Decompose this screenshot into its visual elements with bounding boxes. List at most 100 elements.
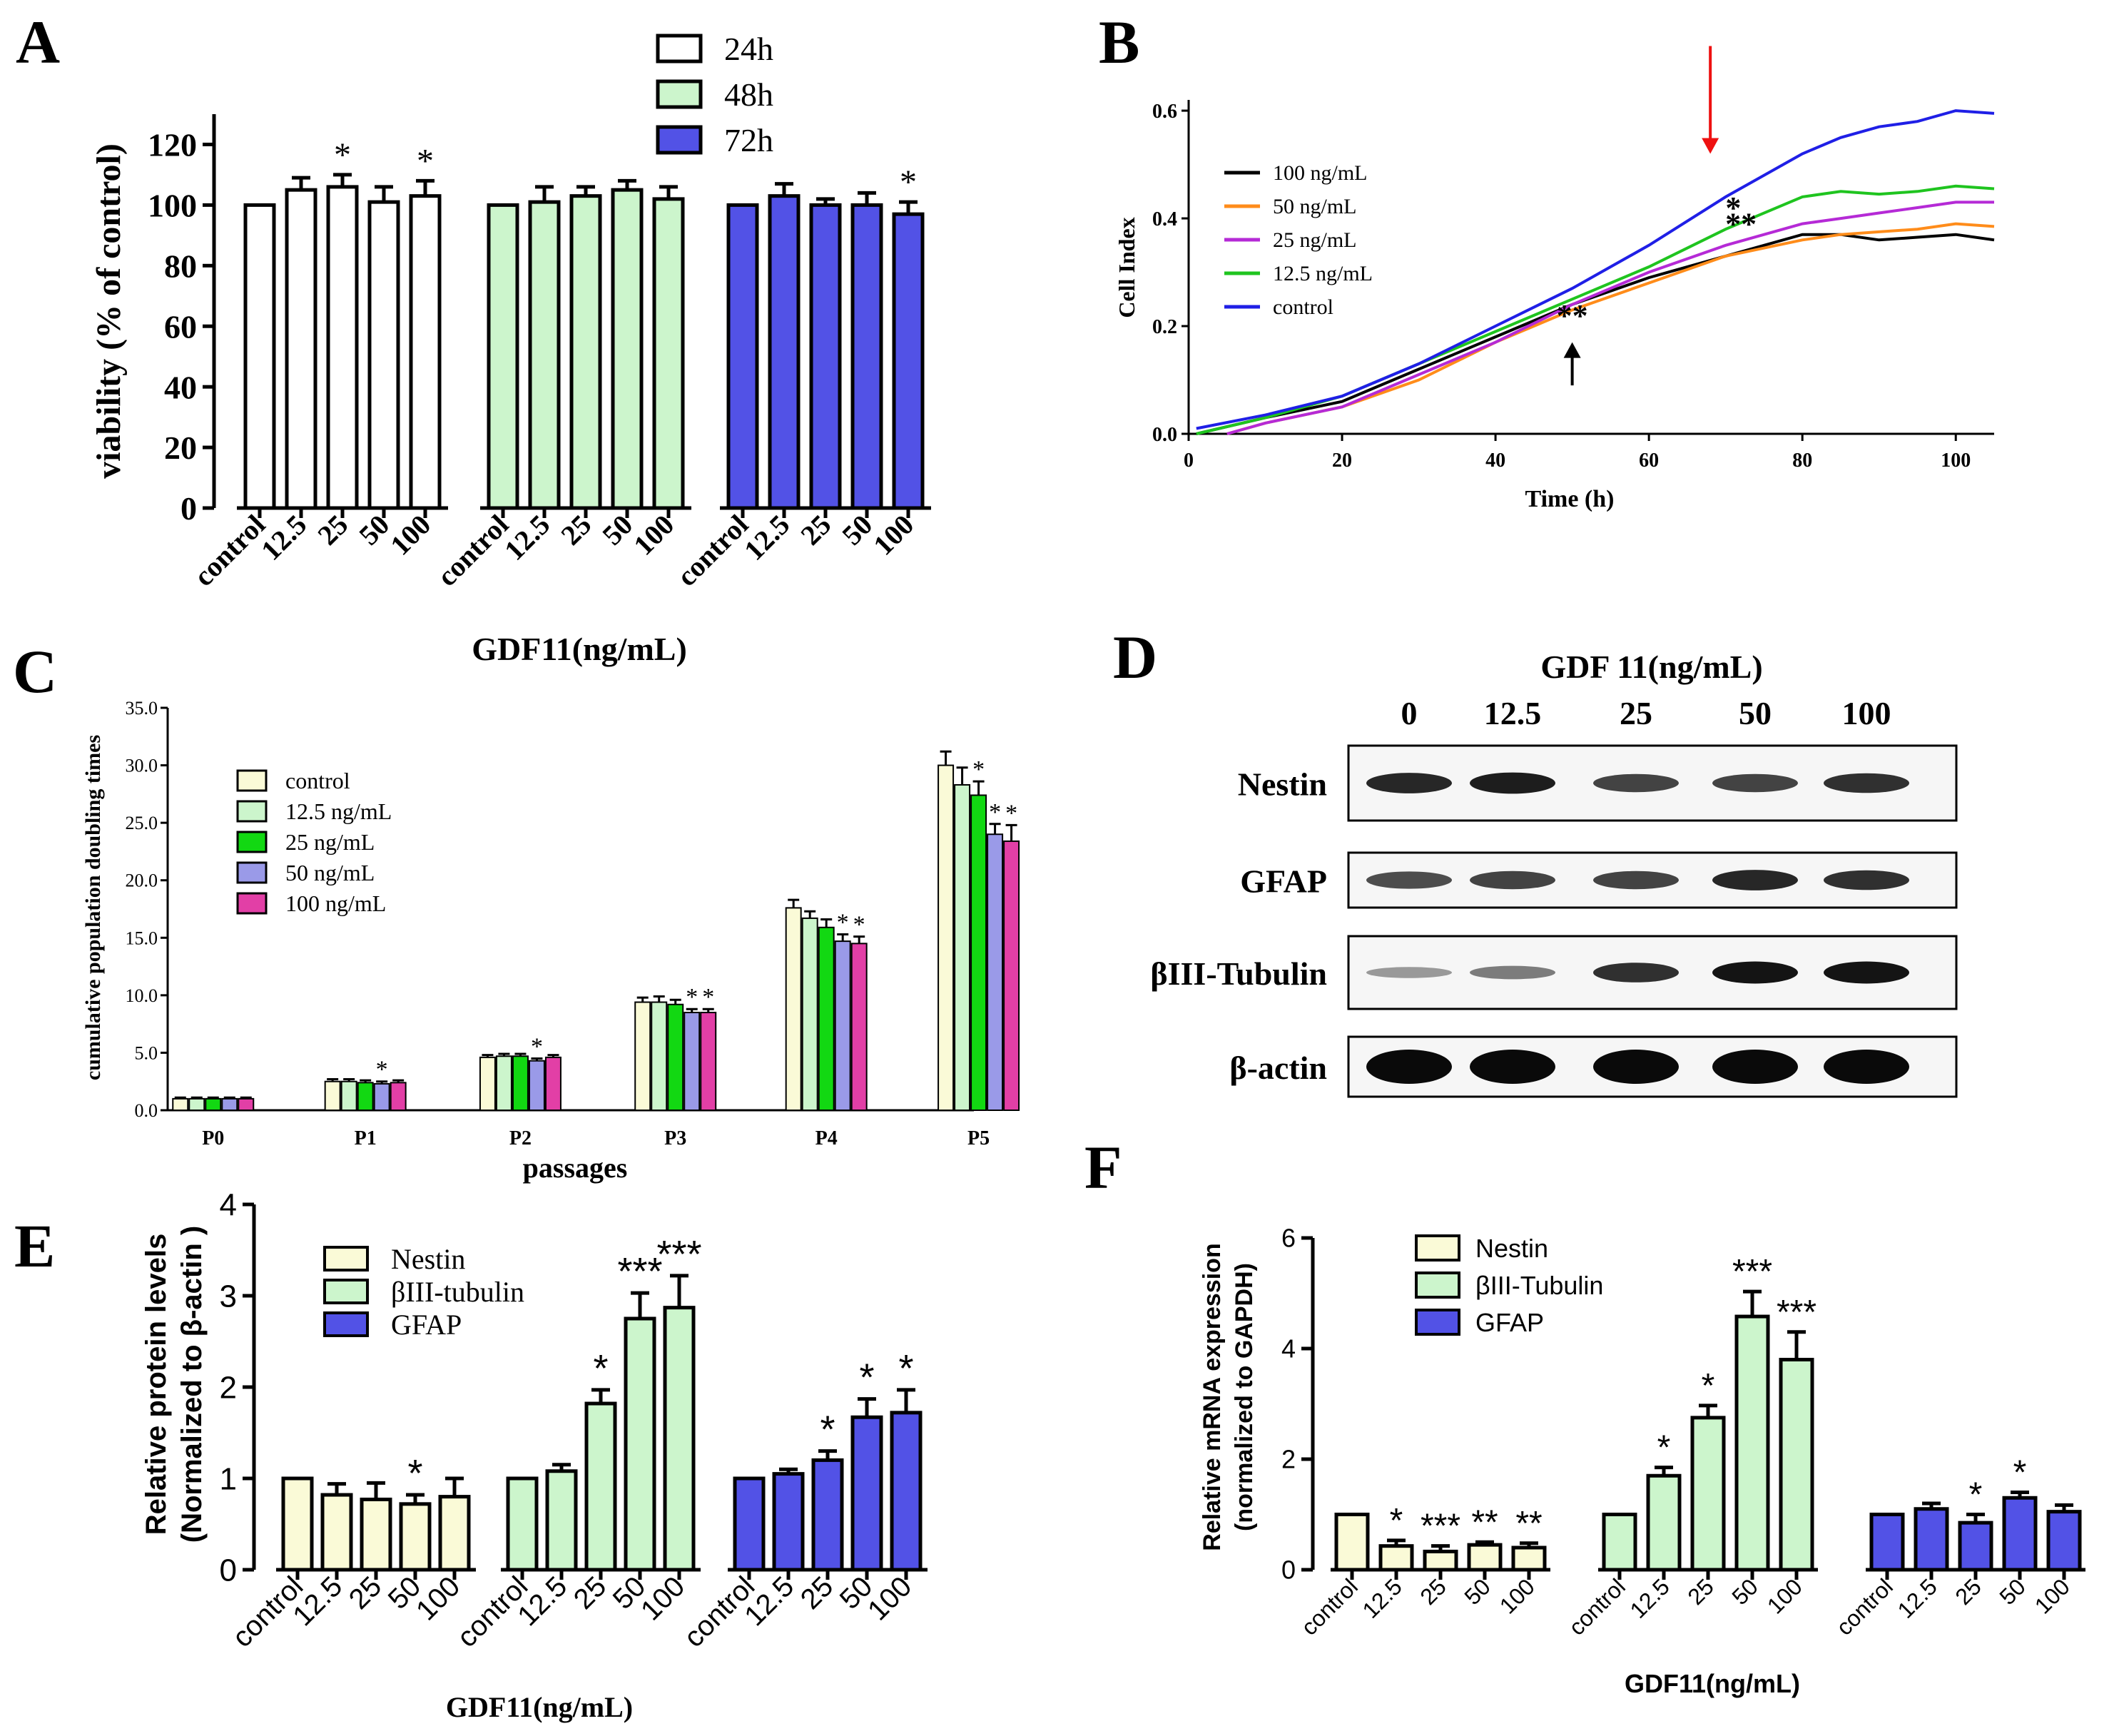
legend-label-25-ng-ml: 25 ng/mL	[1273, 228, 1357, 252]
bar-gfap-100	[2046, 1510, 2082, 1572]
band	[1470, 1050, 1555, 1084]
blot-title: GDF 11(ng/mL)	[1540, 649, 1762, 685]
significance-label: ***	[617, 1250, 662, 1293]
panel-b-cell-index-chart: 0.0 0.2 0.4 0.6 0 20 40 60 80 100 Cell Index Time (…	[1114, 46, 1995, 512]
significance-label: *	[1725, 191, 1741, 225]
y-tick-label: 25.0	[126, 813, 158, 833]
x-tick-label: P2	[509, 1127, 532, 1149]
bar-gfap-25	[1958, 1521, 1993, 1572]
significance-label: *	[686, 984, 698, 1010]
band	[1366, 967, 1452, 978]
line-series-25-ng-ml	[1226, 200, 1994, 435]
bar-control-p0	[172, 1097, 189, 1112]
significance-label: **	[1725, 207, 1757, 242]
bar-iii-tubulin-control	[1602, 1513, 1637, 1572]
x-axis-title: Time (h)	[1525, 486, 1615, 512]
bar-iii-tubulin-25	[584, 1401, 617, 1572]
x-tick-label: control	[188, 509, 272, 593]
x-tick-label: 12.5	[1357, 1573, 1406, 1623]
bar-gfap-control	[733, 1476, 766, 1572]
bar-gfap-50	[850, 1415, 883, 1572]
legend-swatch-nestin	[1415, 1234, 1460, 1262]
band	[1593, 963, 1679, 983]
legend-swatch-25-ng-ml	[236, 831, 268, 853]
legend-label-12-5-ng-ml: 12.5 ng/mL	[1273, 262, 1373, 285]
significance-label: *	[989, 799, 1001, 826]
y-tick-label: 30.0	[126, 756, 158, 776]
x-tick-label: control	[1831, 1573, 1898, 1640]
row-label-actin: β-actin	[1229, 1050, 1327, 1086]
bar-100-ng-ml-p2	[544, 1056, 562, 1111]
y-tick-label: 60	[164, 308, 197, 345]
bar-iii-tubulin-25	[1690, 1416, 1726, 1572]
significance-label: *	[1390, 1502, 1403, 1540]
y-tick-label: 1	[220, 1461, 237, 1496]
y-tick-label: 2	[1281, 1445, 1296, 1474]
bar-48h-12-5	[528, 200, 561, 510]
x-tick-label: control	[1296, 1573, 1363, 1640]
line-series-control	[1196, 109, 1995, 430]
band	[1824, 870, 1909, 890]
significance-label: ***	[1777, 1294, 1816, 1331]
legend-swatch-100-ng-ml	[236, 892, 268, 915]
y-tick-label: 6	[1281, 1224, 1296, 1253]
legend-swatch-control	[236, 769, 268, 792]
x-tick-label: P3	[664, 1127, 686, 1149]
y-tick-label: 80	[164, 248, 197, 284]
x-tick-label: 25	[794, 509, 837, 552]
legend-label-100-ng-ml: 100 ng/mL	[1273, 161, 1368, 185]
legend-label-48h: 48h	[724, 76, 773, 113]
y-tick-label: 15.0	[126, 928, 158, 948]
bar-nestin-50	[399, 1502, 432, 1572]
bar-gfap-100	[890, 1411, 923, 1572]
significance-label: *	[837, 909, 849, 935]
significance-label: *	[531, 1033, 543, 1060]
legend-label-iii-tubulin: βIII-tubulin	[391, 1276, 524, 1308]
bar-50-ng-ml-p3	[684, 1012, 701, 1111]
bar-control-p5	[937, 764, 955, 1111]
panel-label-a: A	[16, 8, 60, 76]
line-series-100-ng-ml	[1196, 233, 1995, 435]
significance-label: **	[1471, 1503, 1498, 1541]
legend-label-25-ng-ml: 25 ng/mL	[285, 829, 375, 855]
y-tick-label: 3	[220, 1279, 237, 1314]
significance-label: *	[1702, 1367, 1715, 1405]
significance-label: *	[593, 1347, 608, 1390]
bar-25-ng-ml-p1	[357, 1082, 374, 1111]
legend-label-50-ng-ml: 50 ng/mL	[1273, 195, 1357, 218]
y-tick-label: 20.0	[126, 870, 158, 891]
y-tick-label: 0.0	[1152, 424, 1177, 446]
x-tick-label: 25	[795, 1570, 840, 1615]
panel-c-doubling-chart: 0.0 5.0 10.0 15.0 20.0 25.0 30.0 35.0 P0 P1 * P2 * P3…	[81, 698, 1020, 1184]
significance-label: *	[407, 1452, 422, 1495]
x-tick-label: control	[431, 509, 515, 593]
bar-control-p3	[634, 1001, 651, 1112]
arrow-head	[1563, 342, 1581, 358]
band	[1824, 961, 1909, 984]
y-tick-label: 5.0	[135, 1042, 158, 1063]
y-tick-label: 10.0	[126, 985, 158, 1006]
legend-swatch-gfap	[323, 1311, 369, 1337]
significance-label: *	[702, 984, 714, 1010]
band	[1593, 1050, 1679, 1084]
bar-iii-tubulin-12-5	[545, 1469, 578, 1572]
lane-label: 100	[1842, 695, 1891, 731]
panel-label-d: D	[1113, 623, 1157, 691]
bar-72h-25	[809, 203, 842, 510]
legend-label-nestin: Nestin	[1475, 1234, 1548, 1263]
bar-100-ng-ml-p5	[1003, 840, 1020, 1111]
bar-iii-tubulin-100	[663, 1306, 696, 1572]
x-tick-label: control	[671, 509, 755, 593]
bar-iii-tubulin-12-5	[1646, 1473, 1682, 1572]
bar-gfap-50	[2002, 1496, 2038, 1572]
legend-label-gfap: GFAP	[1475, 1308, 1544, 1337]
bar-nestin-control	[1334, 1513, 1370, 1572]
y-tick-label: 20	[164, 430, 197, 466]
bar-nestin-100	[1511, 1545, 1547, 1572]
x-tick-label: P1	[355, 1127, 377, 1149]
x-tick-label: 25	[568, 1570, 613, 1615]
bar-100-ng-ml-p3	[700, 1012, 717, 1111]
y-axis-title: Cell Index	[1114, 217, 1139, 318]
x-tick-label: 60	[1639, 450, 1659, 472]
x-tick-label: 25	[1415, 1573, 1451, 1610]
